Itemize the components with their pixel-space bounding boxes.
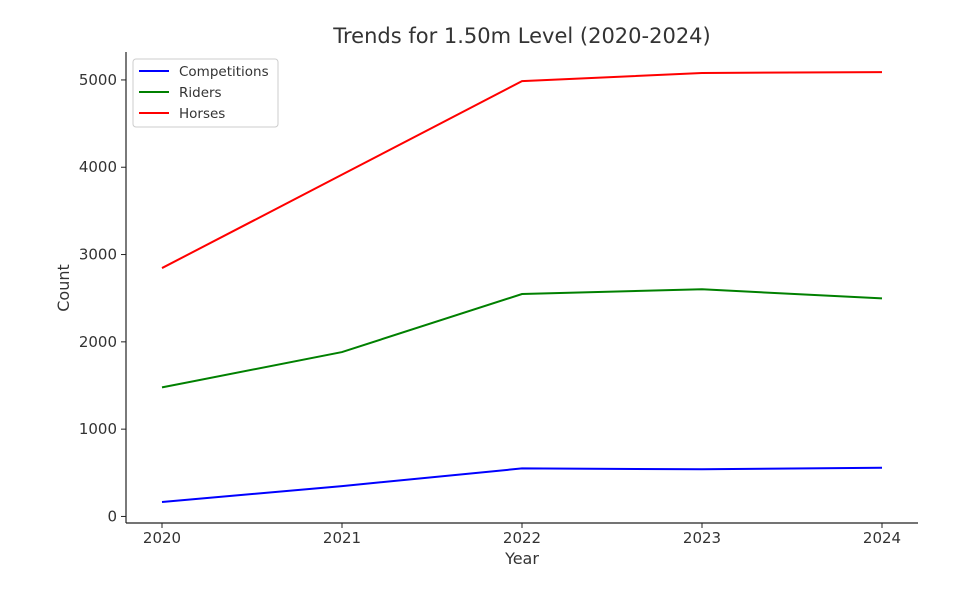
legend-label: Riders <box>179 85 222 101</box>
y-tick-label: 5000 <box>79 71 117 89</box>
series-line-competitions <box>162 468 882 502</box>
x-tick-label: 2024 <box>863 529 901 547</box>
legend-label: Competitions <box>179 64 269 80</box>
series-line-riders <box>162 289 882 387</box>
y-tick-label: 2000 <box>79 333 117 351</box>
x-ticks: 2020 2021 2022 2023 2024 <box>143 523 901 547</box>
x-tick-label: 2020 <box>143 529 181 547</box>
y-tick-label: 3000 <box>79 246 117 264</box>
x-axis-label: Year <box>504 549 539 568</box>
y-tick-label: 1000 <box>79 420 117 438</box>
x-tick-label: 2021 <box>323 529 361 547</box>
x-tick-label: 2023 <box>683 529 721 547</box>
chart-title: Trends for 1.50m Level (2020-2024) <box>332 24 711 48</box>
y-ticks: 0 1000 2000 3000 4000 5000 <box>79 71 126 526</box>
legend-label: Horses <box>179 106 225 122</box>
x-tick-label: 2022 <box>503 529 541 547</box>
y-tick-label: 4000 <box>79 158 117 176</box>
legend: Competitions Riders Horses <box>133 59 278 127</box>
y-tick-label: 0 <box>107 507 117 525</box>
y-axis-label: Count <box>54 264 73 312</box>
plot-area <box>162 72 882 502</box>
